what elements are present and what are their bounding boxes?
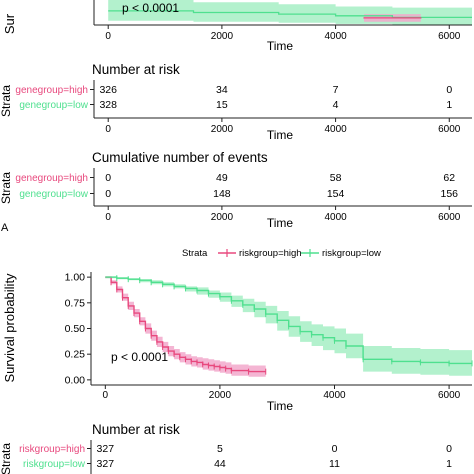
legend-title: Strata (182, 248, 208, 259)
bottom-y-ticks: 0.00 0.25 0.50 0.75 1.00 (65, 272, 91, 386)
gene-risk-cell: 0 (446, 84, 452, 96)
bottom-y-tick-label: 0.50 (65, 323, 86, 335)
risk-cell: 0 (332, 443, 338, 455)
cumulative-cell: 148 (213, 188, 231, 200)
risk-cell: 327 (97, 458, 115, 470)
gene-risk-cell: 1 (446, 99, 452, 111)
bottom-x-tick-label: 6000 (438, 390, 461, 401)
top-x-ticks: 0 2000 4000 6000 (105, 25, 461, 42)
bottom-survival-plot: Survival probability 0.00 0.25 0.50 0.75 1.0… (2, 272, 473, 413)
cumulative-events-title: Cumulative number of events (92, 150, 268, 165)
risk-row-label-low: riskgroup=low (23, 459, 86, 470)
gene-risk-cell: 326 (99, 84, 117, 96)
top-x-axis-label: Time (267, 39, 294, 53)
cumulative-x-ticks: 0 2000 4000 6000 (105, 206, 461, 223)
cumulative-cell: 49 (216, 172, 228, 184)
gene-risk-x-tick-label: 6000 (438, 124, 461, 135)
bottom-p-value: p < 0.0001 (111, 350, 168, 364)
gene-risk-x-tick-label: 4000 (324, 124, 347, 135)
cumulative-cell: 0 (105, 188, 111, 200)
cumulative-cell: 62 (443, 172, 455, 184)
gene-number-at-risk-table: Number at risk Strata genegroup=high 326 3… (0, 62, 472, 142)
gene-risk-x-axis-label: Time (267, 128, 294, 142)
gene-risk-x-tick-label: 0 (105, 124, 111, 135)
cumulative-cell: 58 (330, 172, 342, 184)
bottom-legend: Strata riskgroup=high riskgroup=low (182, 248, 381, 259)
gene-risk-x-tick-label: 2000 (211, 124, 234, 135)
risk-cell: 44 (214, 458, 226, 470)
bottom-x-ticks: 0 2000 4000 6000 (103, 385, 461, 401)
risk-cell: 0 (446, 443, 452, 455)
gene-risk-cell: 34 (216, 84, 228, 96)
gene-cumulative-events-table: Cumulative number of events Strata geneg… (0, 150, 472, 230)
bottom-censor-marks (110, 275, 473, 375)
bottom-y-tick-label: 1.00 (65, 272, 86, 284)
risk-table-title: Number at risk (92, 422, 180, 437)
risk-cell: 5 (217, 443, 223, 455)
bottom-y-tick-label: 0.25 (65, 349, 86, 361)
top-x-tick-label: 4000 (324, 31, 347, 42)
gene-risk-cell: 15 (216, 99, 228, 111)
top-survival-plot: Sur p < 0.0001 0 2000 4000 6000 Time (2, 0, 472, 53)
cumulative-cell: 0 (105, 172, 111, 184)
top-x-tick-label: 2000 (211, 31, 234, 42)
gene-risk-cell: 328 (99, 99, 117, 111)
cumulative-x-tick-label: 6000 (438, 212, 461, 223)
gene-risk-rows: genegroup=high 326 34 7 0 genegroup=low 328 15 4… (15, 84, 452, 111)
cumulative-x-tick-label: 0 (105, 212, 111, 223)
risk-cell: 11 (329, 458, 340, 470)
risk-cell: 327 (97, 443, 115, 455)
legend-label-high: riskgroup=high (239, 248, 302, 259)
bottom-y-tick-label: 0.75 (65, 297, 86, 309)
risk-row-label-high: riskgroup=high (19, 444, 85, 455)
gene-risk-row-label-low: genegroup=low (19, 100, 88, 111)
risk-strata-label: Strata (0, 443, 13, 474)
cumulative-x-tick-label: 2000 (211, 212, 234, 223)
risk-number-at-risk-table: Number at risk Strata riskgroup=high 327 5… (0, 422, 452, 474)
bottom-y-tick-label: 0.00 (65, 374, 86, 386)
gene-risk-x-ticks: 0 2000 4000 6000 (105, 118, 461, 135)
cumulative-x-axis-label: Time (267, 216, 294, 230)
bottom-x-tick-label: 0 (103, 390, 109, 401)
cumulative-cell: 154 (327, 188, 345, 200)
gene-risk-table-title: Number at risk (92, 62, 180, 77)
cumulative-strata-label: Strata (0, 172, 13, 204)
top-x-tick-label: 0 (105, 31, 111, 42)
bottom-x-tick-label: 2000 (209, 390, 232, 401)
gene-risk-row-label-high: genegroup=high (15, 85, 88, 96)
legend-label-low: riskgroup=low (322, 248, 381, 259)
top-p-value: p < 0.0001 (122, 1, 179, 15)
bottom-y-axis-label: Survival probability (2, 273, 17, 383)
top-y-axis-label: Sur (2, 13, 17, 34)
panel-label: A (1, 222, 9, 234)
risk-cell: 1 (446, 458, 452, 470)
gene-risk-strata-label: Strata (0, 85, 13, 117)
gene-risk-cell: 4 (333, 99, 339, 111)
gene-risk-cell: 7 (333, 84, 339, 96)
cumulative-x-tick-label: 4000 (324, 212, 347, 223)
cumulative-row-label-high: genegroup=high (15, 173, 88, 184)
top-x-tick-label: 6000 (438, 31, 461, 42)
bottom-x-tick-label: 4000 (323, 390, 346, 401)
cumulative-row-label-low: genegroup=low (19, 189, 88, 200)
top-line-low (108, 10, 472, 19)
bottom-x-axis-label: Time (267, 399, 294, 413)
top-survival-lines (108, 10, 472, 19)
cumulative-cell: 156 (440, 188, 458, 200)
top-line-high (363, 17, 422, 19)
cumulative-rows: genegroup=high 0 49 58 62 genegroup=low 0 148 15… (15, 172, 458, 200)
